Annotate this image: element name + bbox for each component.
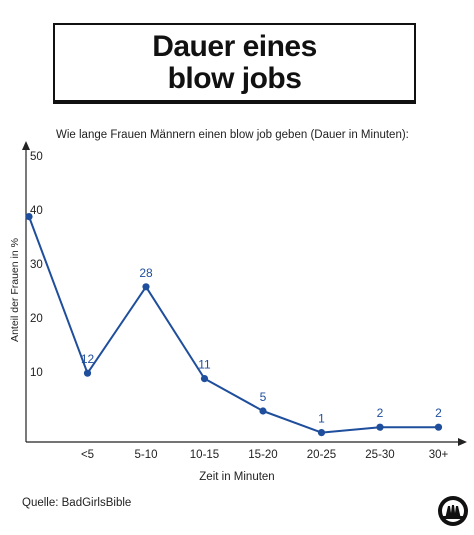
data-point bbox=[142, 283, 150, 291]
title-box: Dauer eines blow jobs bbox=[53, 23, 416, 104]
hands-logo-icon bbox=[437, 495, 469, 527]
data-label: 28 bbox=[139, 266, 153, 280]
data-label: 11 bbox=[198, 358, 211, 372]
data-point bbox=[317, 429, 326, 437]
y-axis-label: Anteil der Frauen in % bbox=[9, 238, 21, 342]
y-tick-label: 30 bbox=[30, 259, 43, 271]
x-tick-label: 30+ bbox=[429, 449, 449, 461]
data-point bbox=[434, 423, 443, 431]
data-label: 1 bbox=[318, 412, 325, 426]
data-label: 12 bbox=[81, 352, 95, 366]
page-title: Dauer eines blow jobs bbox=[152, 29, 317, 95]
data-point bbox=[376, 423, 384, 431]
x-tick-label: 20-25 bbox=[307, 449, 336, 461]
data-point bbox=[25, 213, 33, 221]
data-label: 2 bbox=[435, 406, 442, 420]
series-line bbox=[28, 216, 439, 434]
x-tick-label: 10-15 bbox=[190, 449, 219, 461]
y-tick-label: 50 bbox=[30, 151, 43, 163]
y-tick-label: 40 bbox=[30, 205, 43, 217]
y-tick-label: 20 bbox=[30, 313, 43, 325]
chart-subtitle: Wie lange Frauen Männern einen blow job … bbox=[56, 129, 409, 141]
data-label: 5 bbox=[260, 390, 267, 404]
x-axis-label: Zeit in Minuten bbox=[199, 471, 274, 483]
y-tick-label: 10 bbox=[30, 367, 43, 379]
x-tick-label: 25-30 bbox=[365, 449, 394, 461]
data-point bbox=[200, 375, 209, 383]
x-tick-label: 5-10 bbox=[134, 449, 157, 461]
data-point bbox=[259, 407, 267, 415]
source-note: Quelle: BadGirlsBible bbox=[22, 497, 132, 509]
x-tick-label: <5 bbox=[81, 449, 94, 461]
data-point bbox=[83, 369, 92, 377]
data-label: 2 bbox=[377, 406, 384, 420]
y-axis-arrow bbox=[22, 141, 30, 150]
x-tick-label: 15-20 bbox=[248, 449, 277, 461]
x-axis-arrow bbox=[458, 438, 467, 446]
